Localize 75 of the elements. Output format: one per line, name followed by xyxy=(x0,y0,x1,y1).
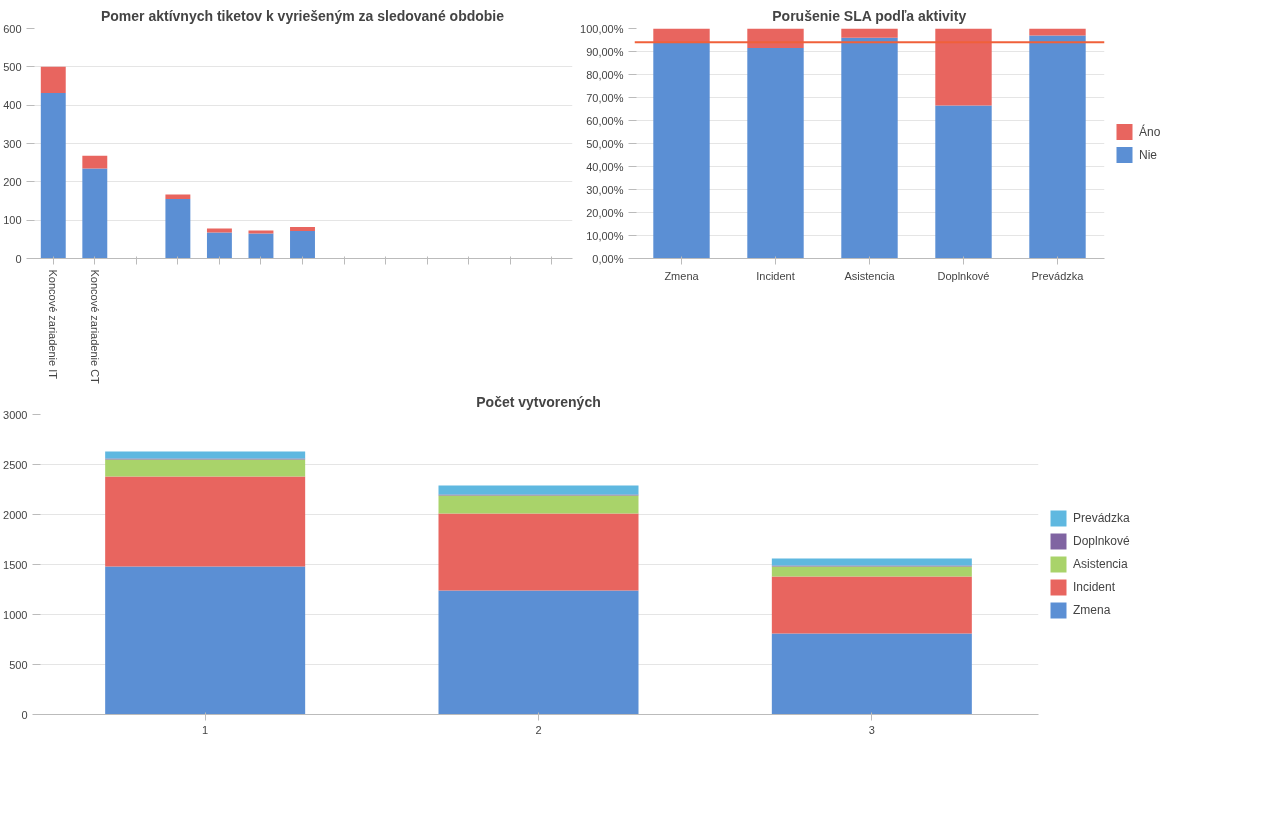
bar xyxy=(653,42,710,259)
y-tick-label: 50,00% xyxy=(586,137,624,150)
bar xyxy=(105,476,306,567)
bar xyxy=(841,28,898,38)
legend-label: Zmena xyxy=(1073,603,1111,617)
bar xyxy=(82,168,108,259)
bar xyxy=(290,230,315,259)
bar xyxy=(105,451,306,459)
bar xyxy=(438,590,639,715)
bar xyxy=(841,37,898,259)
bar xyxy=(771,576,972,634)
y-tick-label: 300 xyxy=(3,137,22,150)
y-tick-label: 600 xyxy=(3,22,22,35)
y-tick-label: 200 xyxy=(3,175,22,188)
bar xyxy=(105,566,306,715)
bar xyxy=(82,155,108,169)
y-tick-label: 400 xyxy=(3,99,22,112)
y-tick-label: 500 xyxy=(3,60,22,73)
bar xyxy=(438,485,639,495)
bar xyxy=(438,495,639,514)
bar xyxy=(40,92,66,259)
y-tick-label: 100,00% xyxy=(580,22,624,35)
y-tick-label: 0 xyxy=(15,252,22,265)
x-tick-label: Koncové zariadenie CT xyxy=(88,269,101,385)
legend-label: Doplnkové xyxy=(1073,534,1130,548)
legend-label: Incident xyxy=(1073,580,1116,594)
x-tick-label: Doplnkové xyxy=(937,269,990,282)
x-tick-label: 2 xyxy=(535,723,542,736)
x-tick-label: Incident xyxy=(756,269,795,282)
y-tick-label: 2000 xyxy=(3,508,28,521)
bar xyxy=(747,48,804,259)
x-tick-label: Zmena xyxy=(664,269,700,282)
legend-label: Nie xyxy=(1139,147,1158,162)
bar xyxy=(165,194,191,200)
y-tick-label: 0,00% xyxy=(592,252,624,265)
legend-label: Prevádzka xyxy=(1073,511,1130,525)
y-tick-label: 500 xyxy=(9,658,28,671)
legend-label: Áno xyxy=(1139,124,1161,139)
y-tick-label: 20,00% xyxy=(586,206,624,219)
y-tick-label: 1000 xyxy=(3,608,28,621)
chart-title: Porušenie SLA podľa aktivity xyxy=(772,7,967,24)
chart-title: Počet vytvorených xyxy=(476,393,601,410)
bar xyxy=(206,232,232,259)
y-tick-label: 40,00% xyxy=(586,160,624,173)
legend-label: Asistencia xyxy=(1073,557,1128,571)
bar xyxy=(1029,35,1086,259)
y-tick-label: 10,00% xyxy=(586,229,624,242)
bar xyxy=(438,513,639,591)
y-tick-label: 100 xyxy=(3,214,22,227)
bar xyxy=(40,66,66,93)
y-tick-label: 0 xyxy=(21,708,28,721)
bar xyxy=(248,230,274,234)
bar xyxy=(935,105,992,259)
y-tick-label: 60,00% xyxy=(586,114,624,127)
x-tick-label: Asistencia xyxy=(844,269,896,282)
y-tick-label: 30,00% xyxy=(586,183,624,196)
bar xyxy=(771,633,972,715)
bar xyxy=(771,558,972,566)
x-tick-label: Prevádzka xyxy=(1031,269,1085,282)
y-tick-label: 2500 xyxy=(3,458,28,471)
y-tick-label: 80,00% xyxy=(586,68,624,81)
bar xyxy=(935,28,992,106)
y-tick-label: 70,00% xyxy=(586,91,624,104)
y-tick-label: 1500 xyxy=(3,558,28,571)
y-tick-label: 90,00% xyxy=(586,45,624,58)
x-tick-label: 1 xyxy=(202,723,209,736)
bar xyxy=(105,459,306,477)
chart-title: Pomer aktívnych tiketov k vyriešeným za sledované obdobie xyxy=(100,7,505,24)
x-tick-label: Koncové zariadenie IT xyxy=(47,269,60,380)
bar xyxy=(248,233,274,259)
bar xyxy=(165,199,191,259)
bar xyxy=(290,227,315,231)
x-tick-label: 3 xyxy=(868,723,875,736)
y-tick-label: 3000 xyxy=(3,408,28,421)
bar xyxy=(771,566,972,577)
